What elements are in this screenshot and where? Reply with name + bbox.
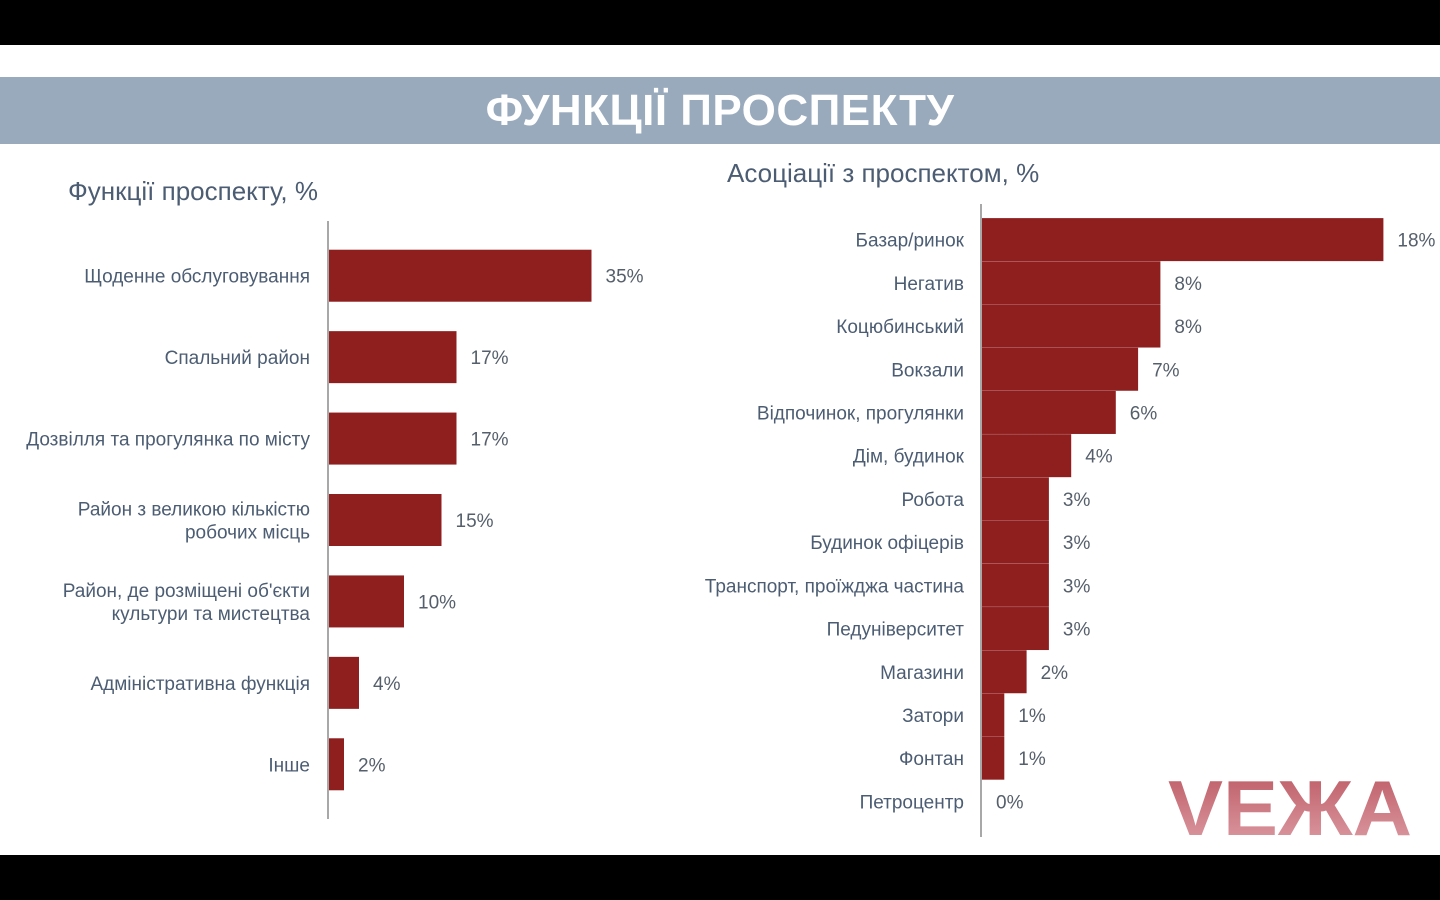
bar — [329, 738, 344, 791]
category-label: Будинок офіцерів — [810, 533, 964, 554]
left-chart-title: Функції проспекту, % — [68, 176, 318, 206]
data-label: 15% — [456, 511, 494, 532]
bar — [982, 261, 1161, 305]
category-label-line: культури та мистецтва — [112, 604, 311, 625]
category-label: Район з великою кількістю робочих місць — [78, 500, 310, 544]
data-label: 35% — [606, 267, 644, 288]
category-label-line: Негатив — [894, 274, 964, 295]
data-label: 4% — [373, 674, 401, 695]
bar — [982, 607, 1049, 651]
category-label-line: Район, де розміщені об'єкти — [63, 581, 310, 602]
category-label: Транспорт, проїжджа частина — [705, 576, 965, 597]
category-label-line: Щоденне обслуговування — [84, 267, 310, 288]
data-label: 3% — [1063, 576, 1091, 597]
category-label: Район, де розміщені об'єкти культури та м… — [63, 581, 311, 625]
category-label-line: Базар/ринок — [856, 231, 965, 252]
bar — [982, 693, 1005, 737]
bar — [329, 494, 442, 546]
category-label: Магазини — [880, 663, 964, 684]
category-label-line: Адміністративна функція — [90, 674, 310, 695]
category-label-line: Затори — [902, 706, 964, 727]
bar — [329, 331, 457, 384]
category-label-line: Транспорт, проїжджа частина — [705, 576, 965, 597]
bar — [982, 390, 1116, 434]
data-label: 18% — [1397, 231, 1435, 252]
data-label: 8% — [1174, 274, 1202, 295]
right-chart-title: Асоціації з проспектом, % — [727, 158, 1040, 188]
category-label: Базар/ринок — [856, 231, 965, 252]
category-label-line: Магазини — [880, 663, 964, 684]
bar — [982, 218, 1384, 262]
category-label: Інше — [268, 755, 310, 776]
vezha-logo: VEЖA — [1168, 764, 1412, 852]
category-label-line: Фонтан — [899, 749, 964, 770]
category-label: Спальний район — [165, 348, 310, 369]
functions-bar-chart: 35% Щоденне обслуговування 17% Спальний рай… — [26, 221, 644, 819]
bar — [329, 249, 592, 302]
data-label: 2% — [1041, 663, 1069, 684]
category-label: Педуніверситет — [827, 620, 965, 641]
data-label: 0% — [996, 792, 1024, 813]
category-label-line: Відпочинок, прогулянки — [757, 403, 964, 424]
category-label: Відпочинок, прогулянки — [757, 403, 964, 424]
bar — [982, 563, 1049, 607]
bar — [982, 650, 1027, 694]
category-label: Робота — [902, 490, 965, 511]
data-label: 10% — [418, 592, 456, 613]
data-label: 3% — [1063, 620, 1091, 641]
category-label: Вокзали — [891, 360, 964, 381]
category-label: Дозвілля та прогулянка по місту — [26, 430, 310, 451]
associations-bar-chart: 18% Базар/ринок 8% Негатив 8% Коцюбинський 7% В… — [705, 204, 1436, 837]
data-label: 4% — [1085, 447, 1113, 468]
category-label-line: Будинок офіцерів — [810, 533, 964, 554]
data-label: 3% — [1063, 490, 1091, 511]
category-label: Фонтан — [899, 749, 964, 770]
category-label-line: Спальний район — [165, 348, 310, 369]
data-label: 7% — [1152, 360, 1180, 381]
category-label-line: Педуніверситет — [827, 620, 965, 641]
data-label: 3% — [1063, 533, 1091, 554]
bar — [329, 575, 404, 628]
category-label-line: Вокзали — [891, 360, 964, 381]
category-label: Адміністративна функція — [90, 674, 310, 695]
category-label: Коцюбинський — [836, 317, 964, 338]
category-label: Затори — [902, 706, 964, 727]
category-label-line: Петроцентр — [860, 792, 964, 813]
category-label-line: Коцюбинський — [836, 317, 964, 338]
bar — [329, 656, 359, 709]
category-label-line: Район з великою кількістю — [78, 500, 310, 521]
data-label: 17% — [471, 430, 509, 451]
data-label: 6% — [1130, 403, 1158, 424]
bar — [982, 477, 1049, 521]
page-title: ФУНКЦІЇ ПРОСПЕКТУ — [485, 85, 955, 135]
data-label: 17% — [471, 348, 509, 369]
bar-charts: 35% Щоденне обслуговування 17% Спальний рай… — [26, 204, 1436, 852]
category-label: Дім, будинок — [853, 447, 965, 468]
data-label: 1% — [1018, 749, 1046, 770]
logo-text: VEЖA — [1168, 764, 1412, 852]
data-label: 2% — [358, 755, 386, 776]
category-label-line: Дім, будинок — [853, 447, 965, 468]
category-label-line: Дозвілля та прогулянка по місту — [26, 430, 310, 451]
title-banner: ФУНКЦІЇ ПРОСПЕКТУ — [0, 77, 1440, 144]
bar — [982, 347, 1139, 391]
data-label: 8% — [1174, 317, 1202, 338]
category-label-line: Робота — [902, 490, 965, 511]
category-label-line: робочих місць — [185, 523, 310, 544]
category-label: Негатив — [894, 274, 964, 295]
bar — [982, 434, 1072, 478]
category-label-line: Інше — [268, 755, 310, 776]
bar — [329, 412, 457, 465]
category-label: Щоденне обслуговування — [84, 267, 310, 288]
bar — [982, 736, 1005, 780]
bar — [982, 520, 1049, 564]
bar — [982, 304, 1161, 348]
category-label: Петроцентр — [860, 792, 964, 813]
slide: ФУНКЦІЇ ПРОСПЕКТУ Функції проспекту, % А… — [0, 45, 1440, 855]
data-label: 1% — [1018, 706, 1046, 727]
